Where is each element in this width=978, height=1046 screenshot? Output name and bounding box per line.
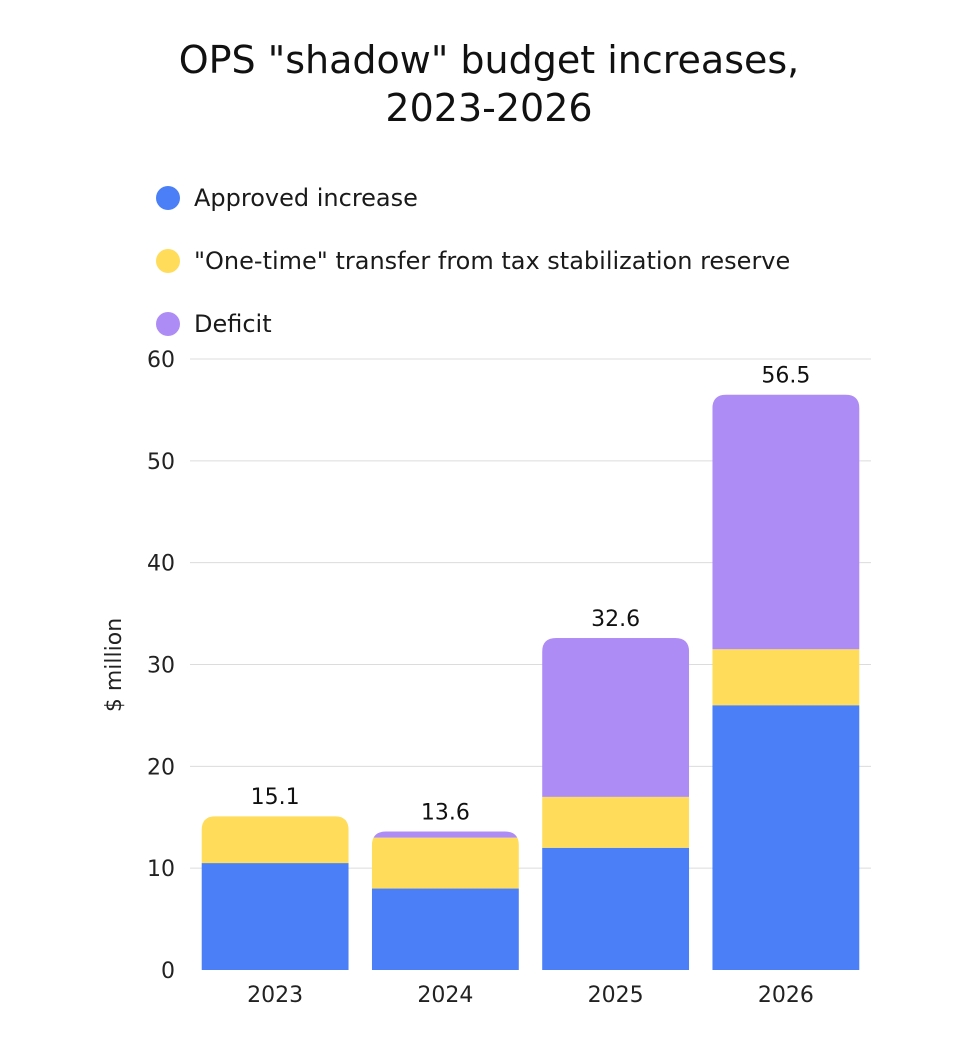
bar-2024-series-0	[371, 888, 519, 970]
legend-item-deficit: Deficit	[156, 292, 790, 355]
y-axis-label: $ million	[102, 618, 127, 712]
legend-label-transfer: "One-time" transfer from tax stabilizati…	[194, 246, 791, 275]
bar-2025-series-1	[542, 796, 690, 848]
legend-swatch-transfer	[156, 248, 180, 273]
legend-swatch-deficit	[156, 311, 180, 336]
total-label-2025: 32.6	[591, 607, 640, 632]
bar-2023-series-1	[201, 816, 349, 864]
bar-2023-series-0	[201, 863, 349, 970]
legend-label-approved: Approved increase	[194, 183, 418, 212]
y-tick-label-0: 0	[161, 959, 175, 984]
legend-item-approved: Approved increase	[156, 166, 790, 229]
x-tick-label-2024: 2024	[417, 983, 473, 1008]
chart-title: OPS "shadow" budget increases, 2023-2026	[0, 36, 978, 132]
bar-2026-series-0	[712, 705, 860, 970]
y-tick-label-20: 20	[147, 755, 175, 780]
x-tick-label-2026: 2026	[758, 983, 814, 1008]
bar-2025-series-0	[542, 847, 690, 970]
bar-2026-series-2	[712, 394, 860, 650]
chart-title-line-2: 2023-2026	[385, 86, 593, 130]
bar-group-2024	[371, 831, 519, 970]
legend: Approved increase "One-time" transfer fr…	[156, 166, 790, 355]
legend-label-deficit: Deficit	[194, 309, 272, 338]
legend-item-transfer: "One-time" transfer from tax stabilizati…	[156, 229, 790, 292]
bar-2025-series-2	[542, 638, 690, 797]
x-axis-ticks: 2023 2024 2025 2026	[247, 983, 814, 1008]
total-label-2023: 15.1	[251, 785, 300, 810]
x-tick-label-2023: 2023	[247, 983, 303, 1008]
legend-swatch-approved	[156, 185, 180, 210]
bar-group-2023	[201, 816, 349, 970]
y-tick-label-60: 60	[147, 348, 175, 373]
chart-title-line-1: OPS "shadow" budget increases,	[178, 38, 800, 82]
y-tick-label-10: 10	[147, 857, 175, 882]
bars	[201, 394, 860, 970]
y-axis-ticks: 0 10 20 30 40 50 60	[147, 348, 175, 984]
total-label-2026: 56.5	[761, 364, 810, 389]
bar-group-2026	[712, 394, 860, 970]
bar-2024-series-2	[371, 831, 519, 838]
total-label-2024: 13.6	[421, 801, 470, 826]
y-tick-label-50: 50	[147, 450, 175, 475]
bar-2026-series-1	[712, 649, 860, 706]
bar-2024-series-1	[371, 837, 519, 889]
bar-group-2025	[542, 638, 690, 970]
y-tick-label-30: 30	[147, 654, 175, 679]
x-tick-label-2025: 2025	[588, 983, 644, 1008]
data-labels: 15.1 13.6 32.6 56.5	[251, 364, 811, 826]
y-tick-label-40: 40	[147, 552, 175, 577]
